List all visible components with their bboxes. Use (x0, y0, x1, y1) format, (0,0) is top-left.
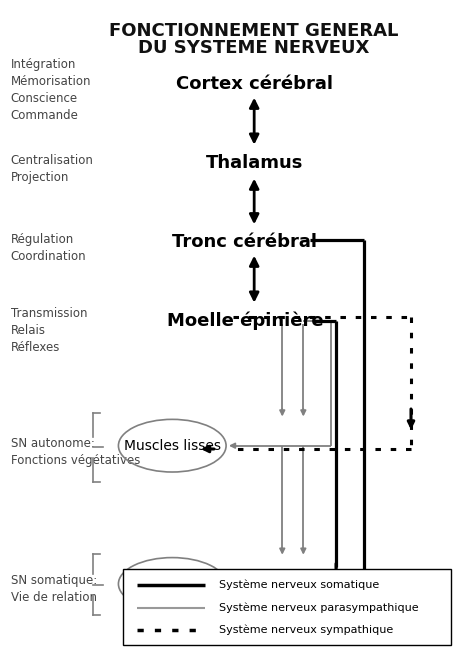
Text: Muscles lisses: Muscles lisses (124, 439, 221, 453)
Text: Tronc cérébral: Tronc cérébral (173, 233, 317, 251)
Text: SN autonome:
Fonctions végétatives: SN autonome: Fonctions végétatives (11, 438, 140, 467)
Text: Système nerveux somatique: Système nerveux somatique (219, 580, 379, 590)
Text: DU SYSTEME NERVEUX: DU SYSTEME NERVEUX (138, 39, 370, 57)
Text: Régulation
Coordination: Régulation Coordination (11, 233, 86, 263)
Text: Système nerveux parasympathique: Système nerveux parasympathique (219, 602, 419, 613)
Text: Muscles striés: Muscles striés (124, 577, 221, 591)
Text: Thalamus: Thalamus (206, 153, 303, 172)
Text: Intégration
Mémorisation
Conscience
Commande: Intégration Mémorisation Conscience Comm… (11, 58, 91, 122)
Text: Centralisation
Projection: Centralisation Projection (11, 154, 94, 184)
Text: Système nerveux sympathique: Système nerveux sympathique (219, 625, 393, 635)
Text: SN somatique:
Vie de relation: SN somatique: Vie de relation (11, 574, 97, 603)
Text: Moelle épinière: Moelle épinière (166, 311, 323, 330)
Text: Transmission
Relais
Réflexes: Transmission Relais Réflexes (11, 307, 87, 354)
Text: Cortex cérébral: Cortex cérébral (176, 75, 333, 93)
Text: FONCTIONNEMENT GENERAL: FONCTIONNEMENT GENERAL (109, 22, 399, 40)
Bar (123, 569, 451, 645)
